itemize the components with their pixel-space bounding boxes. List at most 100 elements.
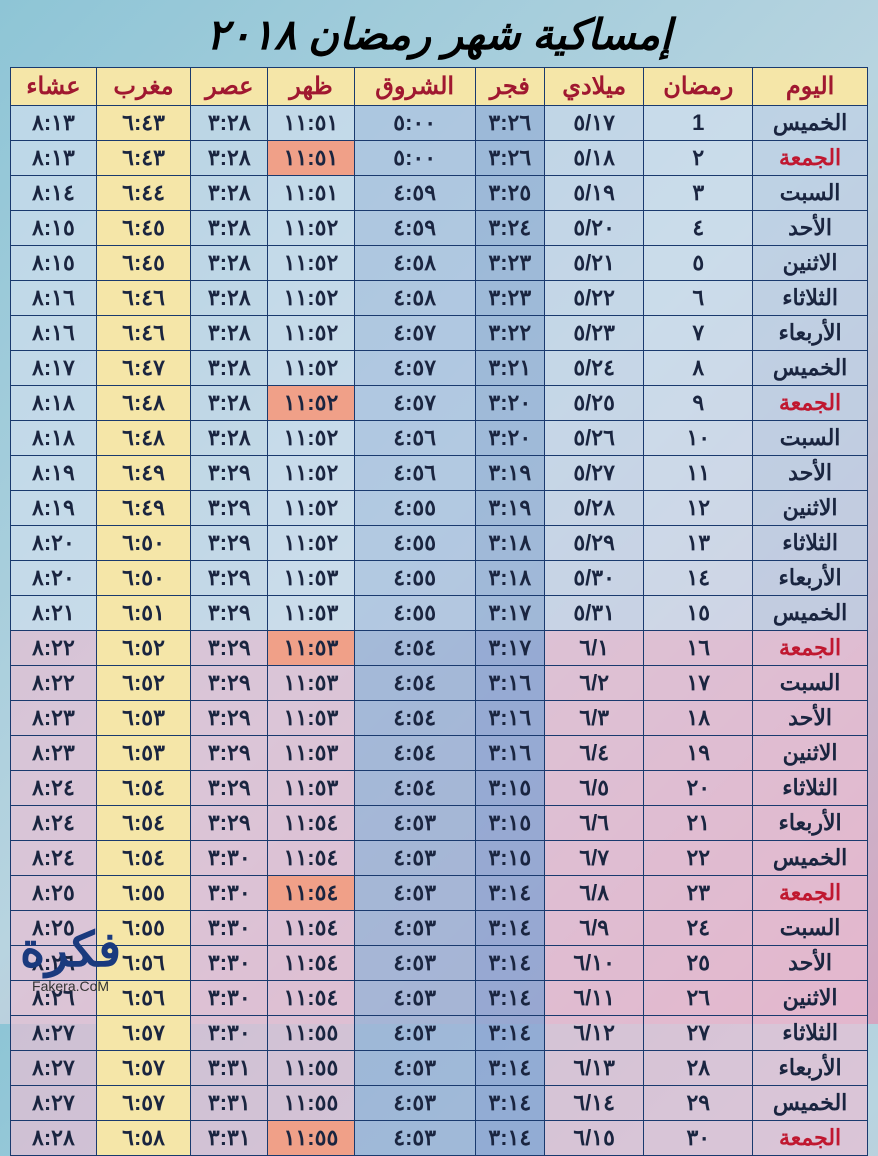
cell-day: الجمعة — [753, 141, 868, 176]
cell-fajr: ٣:٢٣ — [475, 281, 544, 316]
table-row: الثلاثاء٢٧٦/١٢٣:١٤٤:٥٣١١:٥٥٣:٣٠٦:٥٧٨:٢٧ — [11, 1016, 868, 1051]
cell-maghrib: ٦:٤٨ — [96, 421, 190, 456]
cell-ramadan: ٢ — [644, 141, 753, 176]
cell-dhuhr: ١١:٥٣ — [268, 701, 354, 736]
cell-fajr: ٣:٢٢ — [475, 316, 544, 351]
cell-ramadan: ١٣ — [644, 526, 753, 561]
cell-dhuhr: ١١:٥٢ — [268, 351, 354, 386]
cell-miladi: ٦/١ — [544, 631, 644, 666]
cell-dhuhr: ١١:٥٤ — [268, 806, 354, 841]
imsakiya-table: اليوم رمضان ميلادي فجر الشروق ظهر عصر مغ… — [10, 67, 868, 1156]
cell-fajr: ٣:١٨ — [475, 561, 544, 596]
cell-fajr: ٣:٢٣ — [475, 246, 544, 281]
cell-dhuhr: ١١:٥٢ — [268, 316, 354, 351]
cell-asr: ٣:٢٩ — [191, 491, 268, 526]
cell-miladi: ٥/٢٦ — [544, 421, 644, 456]
cell-miladi: ٦/٥ — [544, 771, 644, 806]
cell-fajr: ٣:١٦ — [475, 736, 544, 771]
cell-fajr: ٣:١٥ — [475, 771, 544, 806]
cell-fajr: ٣:٢٦ — [475, 141, 544, 176]
cell-dhuhr: ١١:٥٤ — [268, 911, 354, 946]
cell-miladi: ٦/١٥ — [544, 1121, 644, 1156]
cell-day: الأربعاء — [753, 316, 868, 351]
cell-ramadan: ١٢ — [644, 491, 753, 526]
cell-asr: ٣:٣١ — [191, 1121, 268, 1156]
cell-dhuhr: ١١:٥٥ — [268, 1051, 354, 1086]
cell-shuruq: ٤:٥٤ — [354, 631, 475, 666]
cell-fajr: ٣:١٩ — [475, 456, 544, 491]
table-row: الخميس١٥٥/٣١٣:١٧٤:٥٥١١:٥٣٣:٢٩٦:٥١٨:٢١ — [11, 596, 868, 631]
cell-isha: ٨:١٣ — [11, 141, 97, 176]
table-row: الخميس٢٢٦/٧٣:١٥٤:٥٣١١:٥٤٣:٣٠٦:٥٤٨:٢٤ — [11, 841, 868, 876]
cell-maghrib: ٦:٤٩ — [96, 491, 190, 526]
cell-asr: ٣:٢٩ — [191, 526, 268, 561]
table-row: الجمعة٩٥/٢٥٣:٢٠٤:٥٧١١:٥٢٣:٢٨٦:٤٨٨:١٨ — [11, 386, 868, 421]
table-row: السبت٣٥/١٩٣:٢٥٤:٥٩١١:٥١٣:٢٨٦:٤٤٨:١٤ — [11, 176, 868, 211]
cell-day: الأحد — [753, 946, 868, 981]
cell-dhuhr: ١١:٥٣ — [268, 666, 354, 701]
cell-dhuhr: ١١:٥٥ — [268, 1086, 354, 1121]
table-row: الاثنين١٩٦/٤٣:١٦٤:٥٤١١:٥٣٣:٢٩٦:٥٣٨:٢٣ — [11, 736, 868, 771]
table-row: الجمعة٢٥/١٨٣:٢٦٥:٠٠١١:٥١٣:٢٨٦:٤٣٨:١٣ — [11, 141, 868, 176]
cell-ramadan: ٢٢ — [644, 841, 753, 876]
cell-miladi: ٦/٧ — [544, 841, 644, 876]
cell-ramadan: ١٥ — [644, 596, 753, 631]
cell-maghrib: ٦:٤٧ — [96, 351, 190, 386]
cell-isha: ٨:١٤ — [11, 176, 97, 211]
cell-asr: ٣:٣٠ — [191, 1016, 268, 1051]
cell-ramadan: ٢٤ — [644, 911, 753, 946]
cell-shuruq: ٤:٥٧ — [354, 316, 475, 351]
cell-asr: ٣:٢٩ — [191, 666, 268, 701]
cell-shuruq: ٤:٥٨ — [354, 281, 475, 316]
cell-dhuhr: ١١:٥٤ — [268, 876, 354, 911]
cell-miladi: ٦/١٢ — [544, 1016, 644, 1051]
cell-maghrib: ٦:٤٣ — [96, 141, 190, 176]
table-row: السبت١٧٦/٢٣:١٦٤:٥٤١١:٥٣٣:٢٩٦:٥٢٨:٢٢ — [11, 666, 868, 701]
cell-isha: ٨:٢٧ — [11, 1086, 97, 1121]
cell-dhuhr: ١١:٥٣ — [268, 631, 354, 666]
cell-shuruq: ٤:٥٣ — [354, 806, 475, 841]
cell-shuruq: ٤:٥٦ — [354, 421, 475, 456]
cell-dhuhr: ١١:٥١ — [268, 141, 354, 176]
header-miladi: ميلادي — [544, 68, 644, 106]
cell-shuruq: ٤:٥٥ — [354, 596, 475, 631]
cell-fajr: ٣:١٩ — [475, 491, 544, 526]
cell-miladi: ٦/٤ — [544, 736, 644, 771]
cell-day: الأحد — [753, 701, 868, 736]
cell-fajr: ٣:٢٦ — [475, 106, 544, 141]
cell-shuruq: ٤:٥٣ — [354, 841, 475, 876]
cell-fajr: ٣:١٧ — [475, 596, 544, 631]
cell-shuruq: ٤:٥٤ — [354, 701, 475, 736]
cell-dhuhr: ١١:٥٣ — [268, 596, 354, 631]
cell-asr: ٣:٣٠ — [191, 946, 268, 981]
cell-isha: ٨:٢٤ — [11, 806, 97, 841]
table-row: الخميس٢٩٦/١٤٣:١٤٤:٥٣١١:٥٥٣:٣١٦:٥٧٨:٢٧ — [11, 1086, 868, 1121]
cell-dhuhr: ١١:٥٢ — [268, 421, 354, 456]
cell-isha: ٨:١٧ — [11, 351, 97, 386]
cell-fajr: ٣:٢٤ — [475, 211, 544, 246]
cell-miladi: ٥/٢٨ — [544, 491, 644, 526]
cell-maghrib: ٦:٤٩ — [96, 456, 190, 491]
cell-ramadan: ٨ — [644, 351, 753, 386]
table-row: الأربعاء٢٨٦/١٣٣:١٤٤:٥٣١١:٥٥٣:٣١٦:٥٧٨:٢٧ — [11, 1051, 868, 1086]
cell-fajr: ٣:١٤ — [475, 1086, 544, 1121]
cell-shuruq: ٤:٥٣ — [354, 981, 475, 1016]
cell-miladi: ٥/٢٥ — [544, 386, 644, 421]
table-row: الجمعة٢٣٦/٨٣:١٤٤:٥٣١١:٥٤٣:٣٠٦:٥٥٨:٢٥ — [11, 876, 868, 911]
cell-maghrib: ٦:٥٤ — [96, 771, 190, 806]
cell-day: السبت — [753, 421, 868, 456]
cell-shuruq: ٤:٥٣ — [354, 1016, 475, 1051]
header-isha: عشاء — [11, 68, 97, 106]
cell-ramadan: ٢٣ — [644, 876, 753, 911]
cell-day: السبت — [753, 176, 868, 211]
cell-dhuhr: ١١:٥٢ — [268, 211, 354, 246]
cell-day: الجمعة — [753, 386, 868, 421]
cell-maghrib: ٦:٥٤ — [96, 806, 190, 841]
cell-isha: ٨:٢١ — [11, 596, 97, 631]
cell-miladi: ٥/٢٢ — [544, 281, 644, 316]
cell-asr: ٣:٢٩ — [191, 561, 268, 596]
cell-asr: ٣:٢٨ — [191, 316, 268, 351]
cell-isha: ٨:١٨ — [11, 421, 97, 456]
table-row: السبت٢٤٦/٩٣:١٤٤:٥٣١١:٥٤٣:٣٠٦:٥٥٨:٢٥ — [11, 911, 868, 946]
cell-miladi: ٦/٦ — [544, 806, 644, 841]
